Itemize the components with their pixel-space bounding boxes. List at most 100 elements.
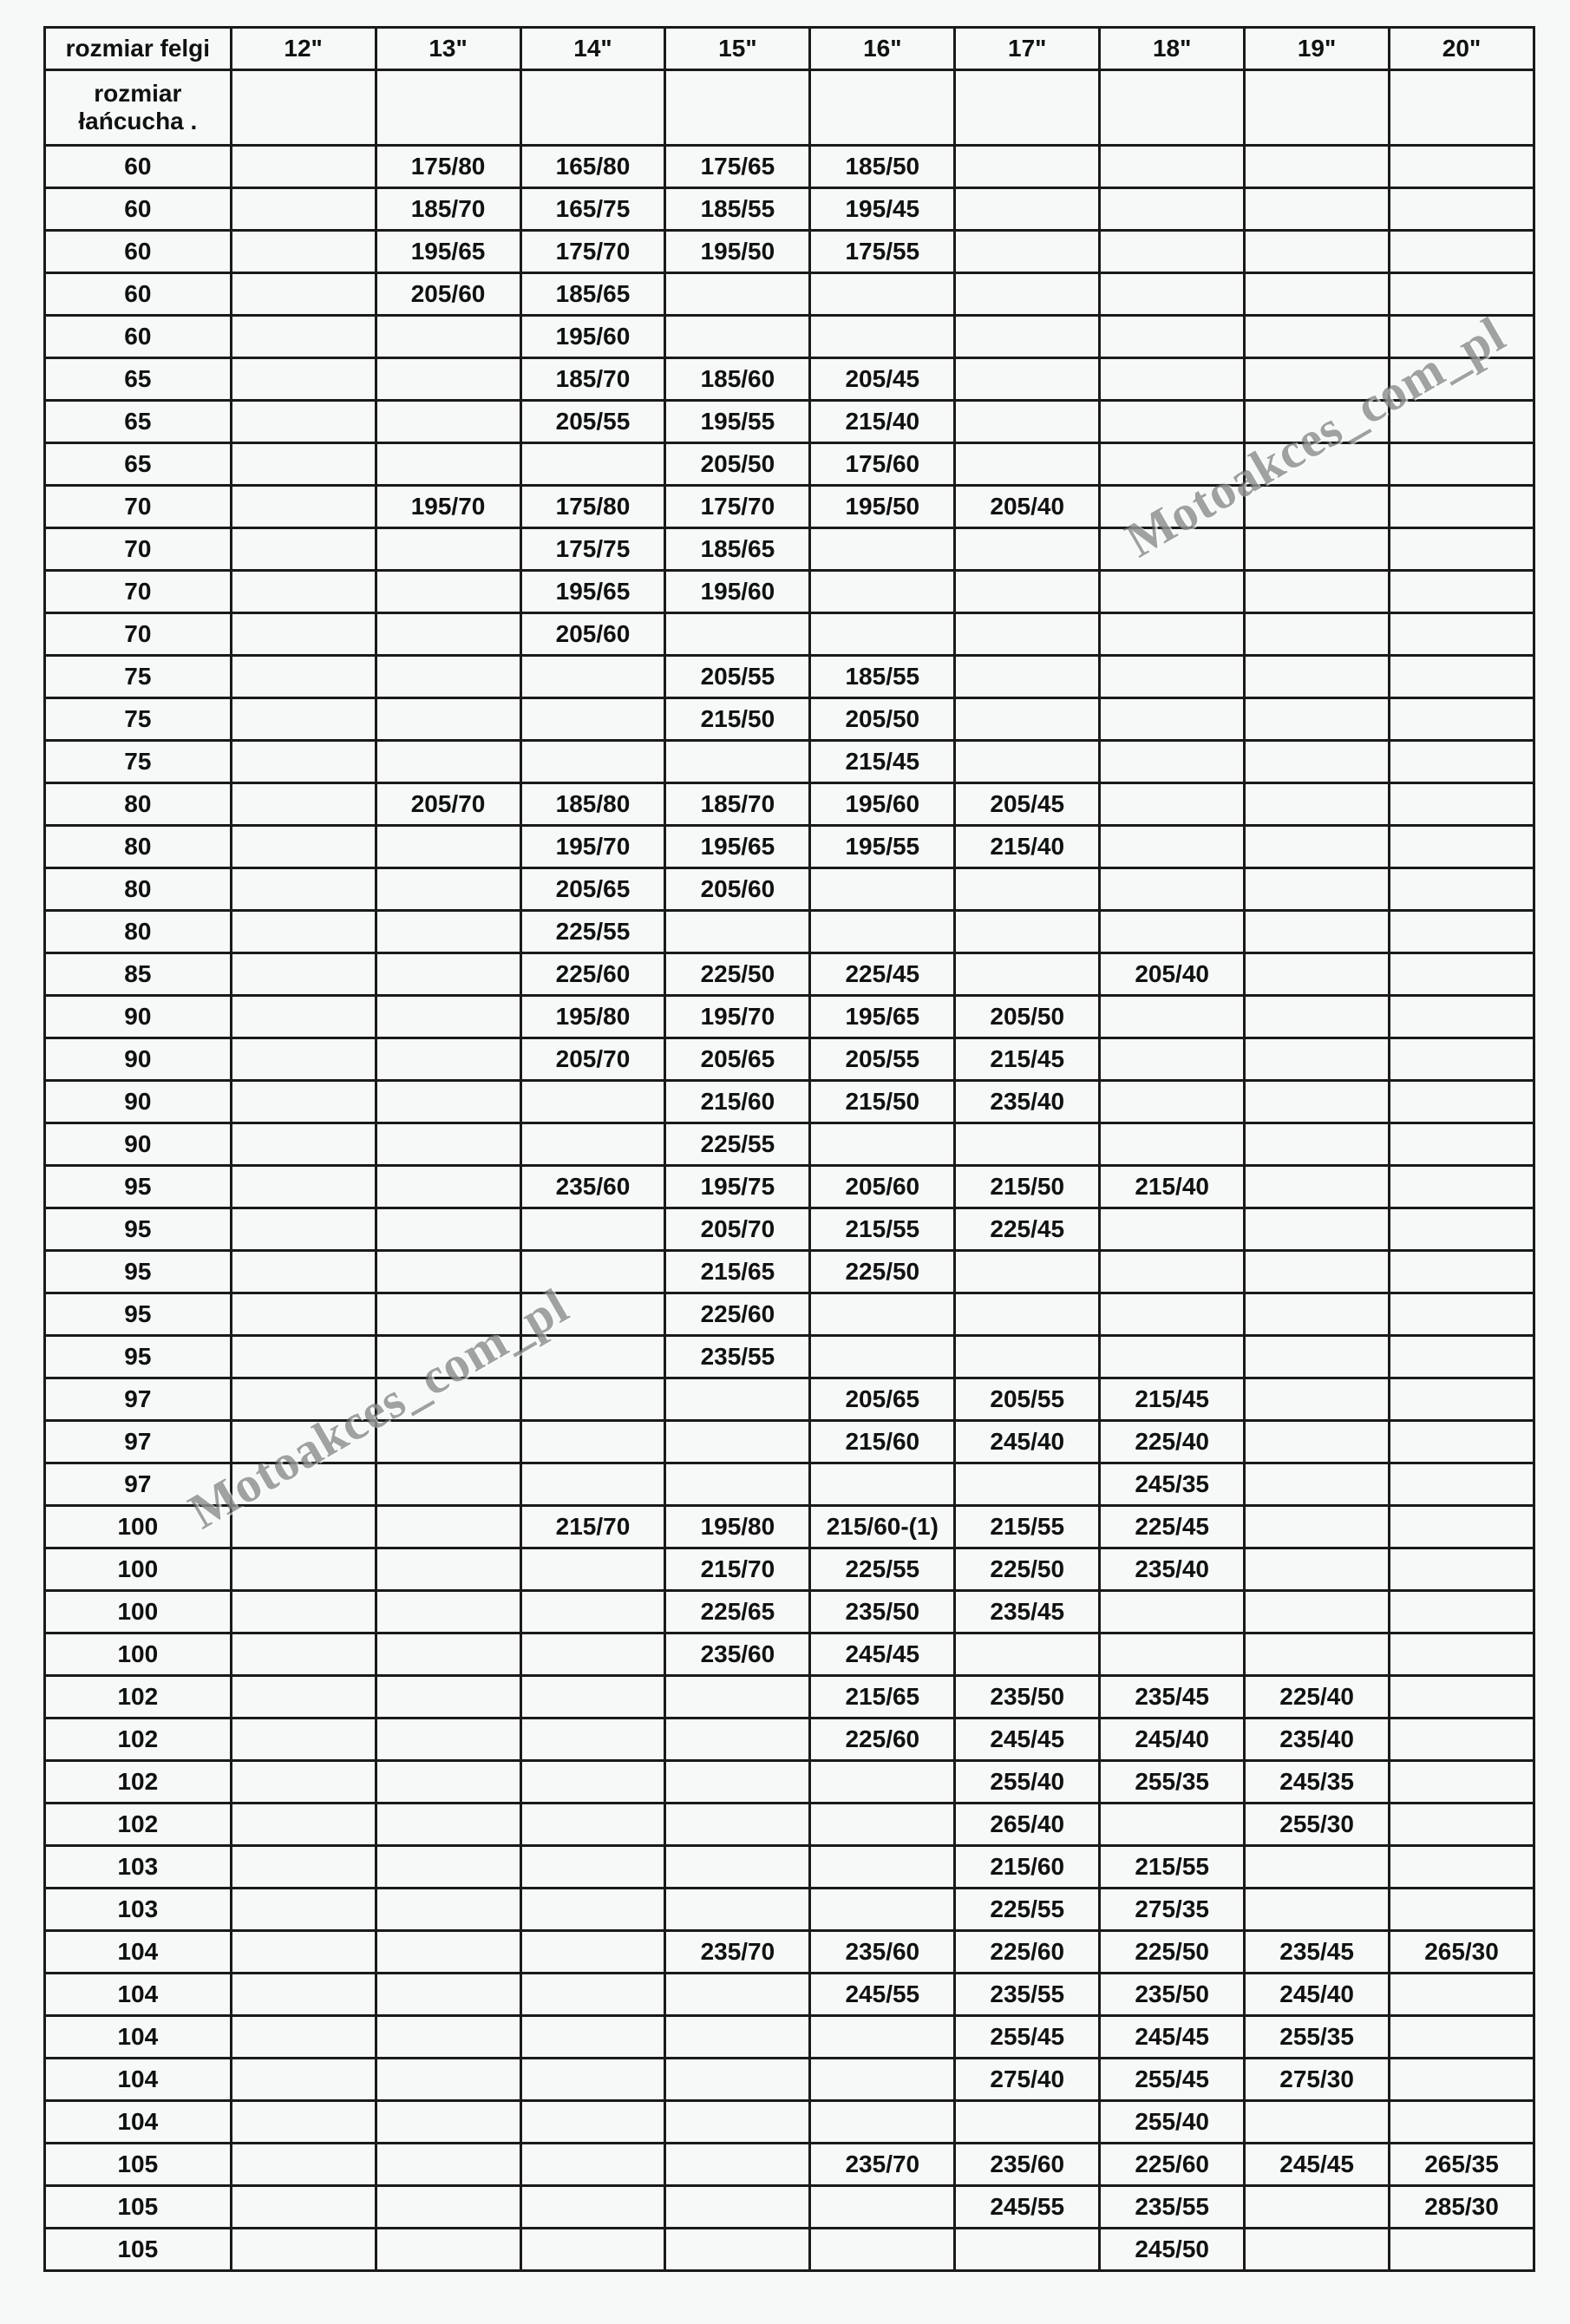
tire-size-cell	[376, 1166, 520, 1208]
tire-size-cell	[1245, 783, 1390, 826]
tire-size-cell	[1390, 231, 1534, 273]
tire-size-cell	[231, 1081, 376, 1123]
chain-size-cell: 105	[45, 2229, 232, 2271]
tire-size-cell	[1390, 528, 1534, 571]
tire-size-cell	[520, 698, 665, 741]
tire-size-cell: 275/35	[1100, 1889, 1245, 1931]
tire-size-cell	[1390, 911, 1534, 953]
tire-size-cell	[955, 911, 1100, 953]
chain-size-cell: 90	[45, 1081, 232, 1123]
tire-size-cell: 195/75	[665, 1166, 810, 1208]
tire-size-cell	[376, 1251, 520, 1293]
tire-size-cell: 175/70	[520, 231, 665, 273]
table-row: 90215/60215/50235/40	[45, 1081, 1534, 1123]
tire-size-cell: 185/70	[376, 188, 520, 231]
tire-size-cell: 225/65	[665, 1591, 810, 1633]
tire-size-cell: 235/50	[955, 1676, 1100, 1718]
tire-size-cell: 205/65	[520, 868, 665, 911]
tire-size-cell: 245/45	[810, 1633, 955, 1676]
tire-size-cell	[520, 1931, 665, 1974]
tire-size-cell	[1245, 1081, 1390, 1123]
tire-size-cell: 245/45	[1100, 2016, 1245, 2059]
tire-size-cell: 235/40	[1100, 1548, 1245, 1591]
tire-size-cell	[231, 1038, 376, 1081]
tire-size-cell	[376, 911, 520, 953]
table-row: 85225/60225/50225/45205/40	[45, 953, 1534, 996]
tire-size-cell	[376, 358, 520, 401]
tire-size-cell	[1390, 656, 1534, 698]
header-col-19: 19"	[1245, 28, 1390, 70]
chain-size-cell: 104	[45, 2016, 232, 2059]
tire-size-cell	[231, 1548, 376, 1591]
tire-size-cell: 195/70	[376, 486, 520, 528]
tire-size-cell: 215/45	[955, 1038, 1100, 1081]
tire-size-cell	[520, 1676, 665, 1718]
tire-size-cell	[1390, 1421, 1534, 1463]
tire-size-cell	[520, 1336, 665, 1378]
tire-size-cell: 195/70	[665, 996, 810, 1038]
tire-size-cell	[376, 2016, 520, 2059]
table-row: 104245/55235/55235/50245/40	[45, 1974, 1534, 2016]
tire-size-cell: 265/40	[955, 1804, 1100, 1846]
tire-size-cell: 255/30	[1245, 1804, 1390, 1846]
header-col-16: 16"	[810, 28, 955, 70]
tire-size-cell	[231, 1123, 376, 1166]
empty-header-cell	[665, 70, 810, 146]
tire-size-cell	[1100, 1633, 1245, 1676]
tire-size-cell: 265/30	[1390, 1931, 1534, 1974]
tire-size-cell	[1100, 1081, 1245, 1123]
tire-size-cell	[1100, 273, 1245, 316]
tire-size-cell: 185/60	[665, 358, 810, 401]
tire-size-cell: 205/50	[810, 698, 955, 741]
chain-size-cell: 70	[45, 571, 232, 613]
tire-size-cell: 245/55	[810, 1974, 955, 2016]
tire-size-cell	[520, 1804, 665, 1846]
tire-size-cell	[231, 401, 376, 443]
tire-size-cell: 225/55	[810, 1548, 955, 1591]
tire-size-cell	[1100, 146, 1245, 188]
tire-size-cell: 245/40	[1245, 1974, 1390, 2016]
tire-size-cell: 215/50	[955, 1166, 1100, 1208]
tire-size-cell	[520, 1081, 665, 1123]
tire-size-cell	[376, 953, 520, 996]
tire-size-cell	[520, 1718, 665, 1761]
tire-size-cell	[665, 2101, 810, 2144]
tire-size-cell	[520, 1974, 665, 2016]
tire-size-cell	[1390, 486, 1534, 528]
tire-size-cell	[231, 1931, 376, 1974]
chain-size-cell: 95	[45, 1293, 232, 1336]
tire-size-cell	[1100, 741, 1245, 783]
table-row: 75215/50205/50	[45, 698, 1534, 741]
tire-size-cell	[1245, 358, 1390, 401]
tire-size-cell	[810, 1889, 955, 1931]
tire-size-cell	[955, 741, 1100, 783]
tire-size-cell: 205/55	[955, 1378, 1100, 1421]
tire-size-cell	[520, 2016, 665, 2059]
tire-size-cell	[231, 1718, 376, 1761]
tire-size-cell	[1390, 1889, 1534, 1931]
tire-size-cell: 175/55	[810, 231, 955, 273]
table-row: 103215/60215/55	[45, 1846, 1534, 1889]
header-col-13: 13"	[376, 28, 520, 70]
tire-size-cell: 205/55	[665, 656, 810, 698]
tire-size-cell	[1390, 1633, 1534, 1676]
tire-size-cell: 195/45	[810, 188, 955, 231]
chain-size-cell: 65	[45, 443, 232, 486]
tire-size-cell: 205/50	[665, 443, 810, 486]
tire-size-cell	[376, 2144, 520, 2186]
tire-size-cell	[376, 1974, 520, 2016]
tire-size-cell	[1245, 528, 1390, 571]
tire-size-cell	[376, 1208, 520, 1251]
tire-size-cell	[1100, 401, 1245, 443]
tire-size-cell: 255/40	[1100, 2101, 1245, 2144]
tire-size-cell: 215/60	[810, 1421, 955, 1463]
tire-size-cell: 195/65	[376, 231, 520, 273]
tire-size-cell	[665, 911, 810, 953]
tire-size-cell: 205/55	[810, 1038, 955, 1081]
tire-size-cell	[1100, 996, 1245, 1038]
tire-size-cell	[955, 188, 1100, 231]
tire-size-cell	[810, 1463, 955, 1506]
table-row: 102215/65235/50235/45225/40	[45, 1676, 1534, 1718]
table-row: 104255/40	[45, 2101, 1534, 2144]
tire-size-cell	[1245, 231, 1390, 273]
